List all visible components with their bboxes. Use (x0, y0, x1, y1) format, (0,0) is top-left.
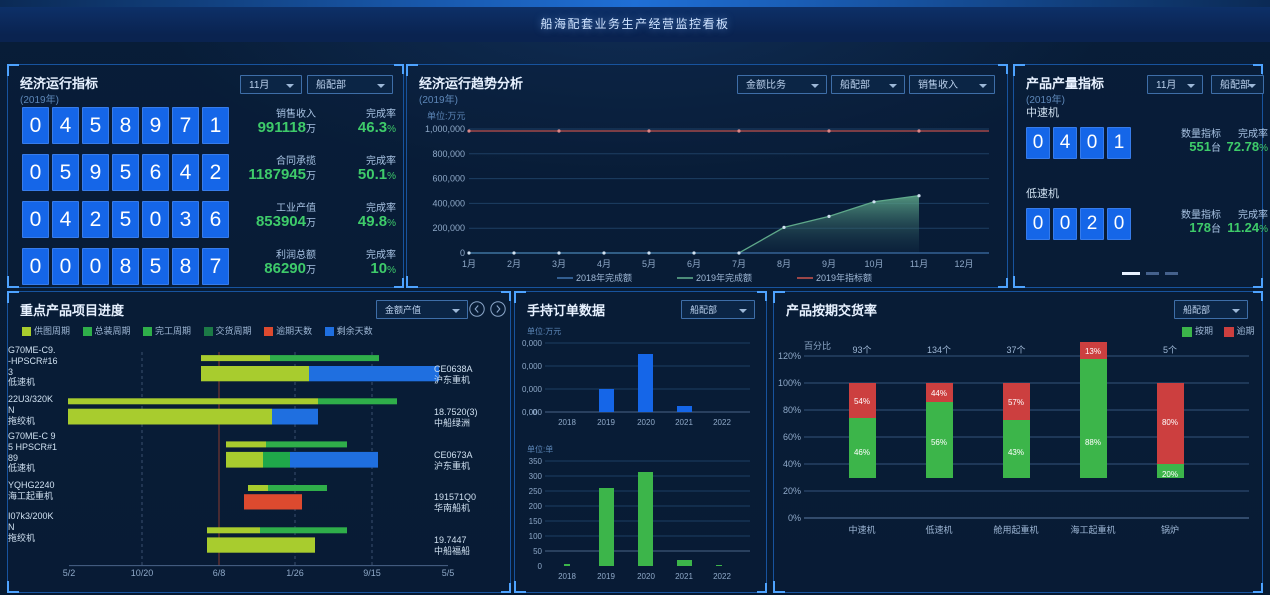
svg-text:0: 0 (460, 248, 465, 258)
svg-text:40%: 40% (783, 459, 801, 469)
svg-text:2022: 2022 (713, 418, 731, 427)
svg-text:8月: 8月 (777, 259, 791, 269)
svg-text:43%: 43% (1008, 448, 1024, 457)
svg-text:100: 100 (529, 532, 543, 541)
svg-text:0,000: 0,000 (522, 362, 543, 371)
svg-text:57%: 57% (1008, 398, 1024, 407)
svg-text:120%: 120% (778, 351, 801, 361)
svg-text:80%: 80% (783, 405, 801, 415)
svg-text:46%: 46% (854, 448, 870, 457)
svg-text:10月: 10月 (864, 259, 883, 269)
svg-text:中速机: 中速机 (848, 524, 875, 535)
svg-text:11月: 11月 (910, 259, 928, 269)
svg-text:93个: 93个 (852, 345, 871, 355)
svg-text:600,000: 600,000 (432, 174, 465, 184)
svg-text:2019年完成额: 2019年完成额 (696, 272, 752, 282)
svg-text:350: 350 (529, 457, 543, 466)
svg-text:2018年完成额: 2018年完成额 (576, 272, 632, 282)
svg-text:1/26: 1/26 (286, 568, 304, 577)
svg-text:1,000,000: 1,000,000 (425, 124, 465, 134)
svg-text:2022: 2022 (713, 572, 731, 581)
svg-text:800,000: 800,000 (432, 149, 465, 159)
svg-text:2月: 2月 (507, 259, 521, 269)
svg-text:2021: 2021 (675, 572, 693, 581)
svg-text:6/8: 6/8 (213, 568, 226, 577)
svg-text:单位:万元: 单位:万元 (427, 110, 466, 121)
svg-text:10/20: 10/20 (131, 568, 154, 577)
svg-text:5/2: 5/2 (63, 568, 76, 577)
svg-text:百分比: 百分比 (804, 340, 831, 351)
svg-text:舱用起重机: 舱用起重机 (993, 524, 1038, 535)
svg-text:4月: 4月 (597, 259, 611, 269)
svg-text:88%: 88% (1085, 438, 1101, 447)
svg-text:0%: 0% (788, 513, 801, 523)
svg-text:6月: 6月 (687, 259, 701, 269)
svg-text:2019: 2019 (597, 418, 615, 427)
svg-text:20%: 20% (783, 486, 801, 496)
svg-text:3月: 3月 (552, 259, 566, 269)
svg-text:0,000: 0,000 (522, 385, 543, 394)
svg-text:56%: 56% (931, 438, 947, 447)
svg-text:54%: 54% (854, 397, 870, 406)
svg-text:2018: 2018 (558, 572, 576, 581)
svg-text:12月: 12月 (954, 259, 973, 269)
svg-text:0,000: 0,000 (522, 339, 543, 348)
svg-text:5/5: 5/5 (442, 568, 455, 577)
svg-text:250: 250 (529, 487, 543, 496)
svg-text:200,000: 200,000 (432, 223, 465, 233)
svg-text:0: 0 (533, 408, 538, 417)
svg-text:2021: 2021 (675, 418, 693, 427)
svg-text:5月: 5月 (642, 259, 656, 269)
svg-text:2020: 2020 (637, 572, 655, 581)
svg-text:0: 0 (538, 562, 543, 571)
svg-text:9月: 9月 (822, 259, 836, 269)
svg-text:锅炉: 锅炉 (1161, 524, 1179, 535)
svg-text:2019年指标额: 2019年指标额 (816, 272, 872, 282)
svg-text:7月: 7月 (732, 259, 746, 269)
svg-text:37个: 37个 (1006, 345, 1025, 355)
svg-text:200: 200 (529, 502, 543, 511)
svg-text:400,000: 400,000 (432, 198, 465, 208)
svg-text:低速机: 低速机 (925, 524, 952, 535)
svg-text:20%: 20% (1162, 470, 1178, 479)
svg-text:44%: 44% (931, 389, 947, 398)
svg-text:单位:单: 单位:单 (527, 444, 553, 454)
svg-text:2018: 2018 (558, 418, 576, 427)
svg-text:50: 50 (533, 547, 542, 556)
svg-text:134个: 134个 (927, 345, 951, 355)
svg-text:5个: 5个 (1163, 345, 1177, 355)
svg-text:2020: 2020 (637, 418, 655, 427)
svg-text:150: 150 (529, 517, 543, 526)
svg-text:100%: 100% (778, 378, 801, 388)
svg-text:60%: 60% (783, 432, 801, 442)
svg-text:单位:万元: 单位:万元 (527, 326, 561, 336)
svg-text:300: 300 (529, 472, 543, 481)
svg-text:80%: 80% (1162, 418, 1178, 427)
svg-text:2019: 2019 (597, 572, 615, 581)
svg-text:海工起重机: 海工起重机 (1070, 524, 1115, 535)
svg-text:9/15: 9/15 (363, 568, 381, 577)
svg-text:13%: 13% (1085, 347, 1101, 356)
svg-text:1月: 1月 (462, 259, 476, 269)
